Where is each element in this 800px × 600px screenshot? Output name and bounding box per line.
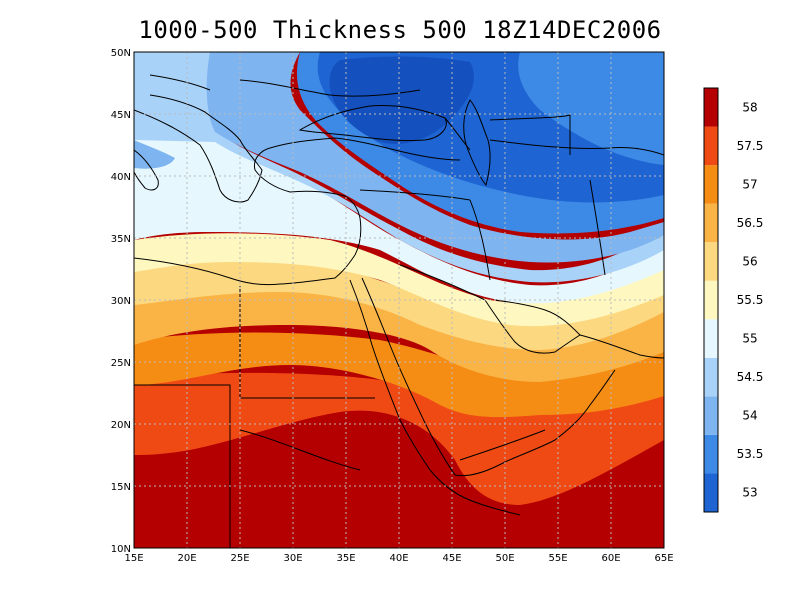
lat-tick-label: 40N — [111, 172, 131, 183]
colorbar-label: 53.5 — [737, 447, 764, 461]
lat-tick-label: 15N — [111, 482, 131, 493]
border-central-asia — [489, 139, 664, 156]
lat-tick-label: 30N — [111, 296, 131, 307]
caspian-sea-coast — [463, 99, 491, 187]
colorbar-label: 54 — [742, 409, 757, 423]
border-chad — [134, 384, 231, 548]
turkey-coast — [253, 137, 461, 197]
border-kazakh — [489, 114, 571, 155]
colorbar-swatch — [704, 242, 718, 281]
border-ukraine — [239, 79, 421, 97]
colorbar-label: 55.5 — [737, 293, 764, 307]
band-54-west — [134, 140, 175, 169]
italy-coast — [134, 149, 159, 191]
border-sudan-south — [239, 429, 361, 471]
lon-tick-label: 50E — [495, 553, 514, 564]
colorbar: 53 53.5 54 54.5 55 55.5 56 56.5 57 57.5 58 — [703, 87, 764, 513]
colorbar-swatch — [704, 280, 718, 320]
lat-tick-label: 45N — [111, 110, 131, 121]
colorbar-label: 55 — [742, 332, 757, 346]
lon-tick-label: 65E — [654, 553, 673, 564]
border-balkans — [149, 74, 211, 91]
band-56 — [134, 259, 664, 350]
colorbar-label: 58 — [742, 100, 757, 114]
lon-tick-label: 40E — [389, 553, 408, 564]
colorbar-swatch — [704, 319, 718, 358]
lon-tick-label: 55E — [548, 553, 567, 564]
lat-tick-label: 35N — [111, 234, 131, 245]
map-title: 1000-500 Thickness 500 18Z14DEC2006 — [138, 16, 662, 44]
colorbar-swatch — [704, 88, 718, 127]
red-sea-west-coast — [349, 279, 431, 471]
north-africa-coast — [134, 254, 356, 286]
lon-tick-label: 30E — [283, 553, 302, 564]
band-56-5 — [134, 288, 664, 382]
colorbar-label: 54.5 — [737, 370, 764, 384]
colorbar-swatch — [704, 434, 718, 474]
red-sea-east-coast — [361, 277, 456, 476]
colorbar-label: 57 — [742, 177, 757, 191]
lon-tick-label: 15E — [124, 553, 143, 564]
lon-tick-label: 35E — [336, 553, 355, 564]
lon-tick-label: 25E — [230, 553, 249, 564]
colorbar-swatch — [704, 357, 718, 397]
border-saudi-yemen — [459, 429, 546, 461]
latitude-labels: 10N 15N 20N 25N 30N 35N 40N 45N 50N — [111, 48, 131, 555]
lat-tick-label: 20N — [111, 420, 131, 431]
levant-coast — [344, 195, 362, 256]
band-57 — [134, 332, 664, 418]
lon-tick-label: 20E — [177, 553, 196, 564]
horn-of-africa-coast — [429, 469, 521, 516]
lat-tick-label: 10N — [111, 544, 131, 555]
border-iran-afghan — [589, 179, 606, 276]
border-turkey-syria — [359, 189, 471, 201]
persian-gulf-coast — [484, 299, 581, 354]
lat-tick-label: 25N — [111, 358, 131, 369]
map-gridlines — [134, 52, 664, 548]
band-54-5 — [134, 52, 664, 283]
border-caucasus — [444, 117, 471, 151]
lon-tick-label: 60E — [601, 553, 620, 564]
black-sea-coast — [298, 105, 447, 142]
colorbar-frame — [703, 87, 719, 513]
colorbar-swatch — [704, 126, 718, 166]
lon-tick-label: 45E — [442, 553, 461, 564]
colorbar-label: 56 — [742, 254, 757, 268]
colorbar-swatch — [704, 203, 718, 243]
colorbar-swatch — [704, 165, 718, 204]
arabia-south-coast — [454, 369, 616, 477]
iran-coast — [579, 334, 664, 359]
border-iraq-iran — [469, 199, 491, 281]
border-saudi-north — [399, 264, 486, 301]
longitude-labels: 15E 20E 25E 30E 35E 40E 45E 50E 55E 60E 65E — [124, 553, 673, 564]
balkans-coast — [134, 94, 263, 203]
colorbar-label: 56.5 — [737, 216, 764, 230]
band-53-core — [329, 56, 474, 144]
colorbar-label: 57.5 — [737, 139, 764, 153]
colorbar-swatch — [704, 473, 718, 512]
map-frame — [133, 51, 665, 549]
coastlines-and-borders — [134, 74, 664, 548]
band-54 — [134, 52, 664, 263]
lat-tick-label: 50N — [111, 48, 131, 59]
colorbar-swatch — [704, 396, 718, 435]
colorbar-label: 53 — [742, 486, 757, 500]
